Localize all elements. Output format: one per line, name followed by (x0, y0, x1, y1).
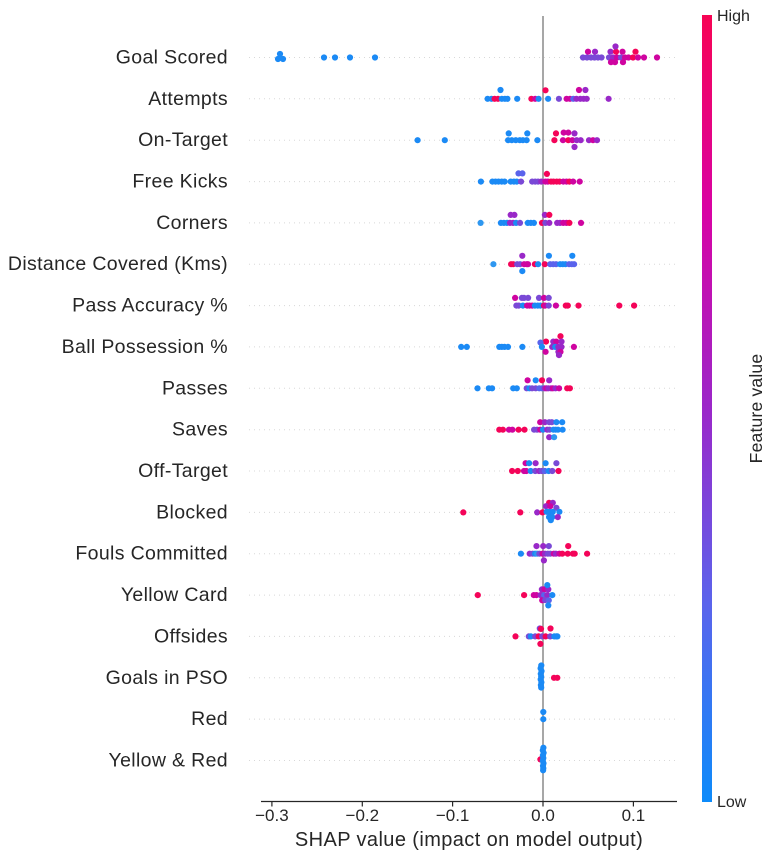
svg-text:Fouls Committed: Fouls Committed (75, 543, 228, 565)
svg-text:Low: Low (717, 794, 747, 811)
svg-text:Red: Red (191, 708, 228, 730)
svg-text:Feature value: Feature value (746, 354, 766, 464)
svg-text:0.0: 0.0 (531, 806, 555, 825)
svg-text:Pass Accuracy %: Pass Accuracy % (72, 295, 228, 317)
svg-text:High: High (717, 8, 750, 25)
svg-text:0.1: 0.1 (622, 806, 646, 825)
svg-text:Attempts: Attempts (148, 88, 228, 110)
svg-text:Goals in PSO: Goals in PSO (106, 667, 228, 689)
svg-text:Yellow Card: Yellow Card (121, 584, 228, 606)
svg-text:Saves: Saves (172, 419, 228, 441)
svg-text:Corners: Corners (156, 212, 228, 234)
svg-text:−0.3: −0.3 (255, 806, 289, 825)
svg-text:Blocked: Blocked (156, 501, 228, 523)
svg-text:On-Target: On-Target (138, 129, 228, 151)
svg-text:Distance Covered (Kms): Distance Covered (Kms) (8, 253, 228, 275)
svg-text:Off-Target: Off-Target (138, 460, 228, 482)
svg-text:Passes: Passes (162, 377, 228, 399)
svg-text:−0.2: −0.2 (346, 806, 380, 825)
svg-text:Ball Possession %: Ball Possession % (62, 336, 228, 358)
svg-text:Yellow & Red: Yellow & Red (109, 750, 228, 772)
svg-text:Goal Scored: Goal Scored (116, 47, 228, 69)
svg-text:SHAP value (impact on model ou: SHAP value (impact on model output) (295, 829, 643, 851)
svg-text:Free Kicks: Free Kicks (132, 171, 228, 193)
svg-text:Offsides: Offsides (154, 625, 228, 647)
svg-text:−0.1: −0.1 (436, 806, 470, 825)
